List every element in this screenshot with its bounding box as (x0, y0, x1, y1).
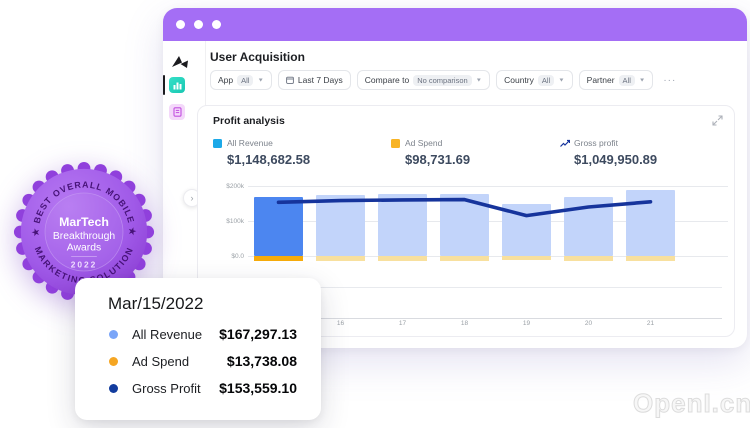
chevron-down-icon: ▼ (558, 77, 565, 83)
chart-tooltip: Mar/15/2022 All Revenue $167,297.13 Ad S… (75, 278, 321, 420)
date-range-label: Last 7 Days (297, 75, 343, 85)
gross-profit-line-icon (560, 139, 571, 148)
tooltip-value: $13,738.08 (226, 353, 297, 369)
gridline (248, 186, 728, 187)
x-tick-label: 19 (522, 320, 531, 327)
sidebar-item-dashboard[interactable] (163, 75, 185, 95)
tooltip-label: All Revenue (132, 326, 203, 342)
tooltip-date: Mar/15/2022 (108, 294, 204, 313)
partner-filter-label: Partner (586, 75, 615, 85)
watermark: OpenI.cn (632, 388, 750, 419)
metric-label: All Revenue (227, 138, 273, 148)
tooltip-value: $167,297.13 (219, 326, 297, 342)
page-title: User Acquisition (210, 50, 305, 64)
document-icon (172, 107, 182, 117)
badge-year: 2022 (71, 260, 98, 270)
ad-spend-bar[interactable] (440, 256, 489, 262)
date-range-filter[interactable]: Last 7 Days (277, 70, 351, 90)
ad-spend-swatch-icon (391, 138, 400, 148)
ad-spend-bar[interactable] (378, 256, 427, 262)
metric-value: $1,148,682.58 (227, 152, 311, 167)
more-filters-button[interactable]: ··· (663, 74, 677, 86)
badge-brand: MarTech (59, 215, 109, 229)
chevron-down-icon: ▼ (475, 77, 483, 83)
metric-value: $98,731.69 (405, 152, 471, 167)
bar-chart-icon (173, 82, 181, 89)
datazoom-slider[interactable] (212, 287, 722, 319)
all-revenue-swatch-icon (213, 138, 222, 148)
x-tick-label: 21 (646, 320, 655, 327)
browser-titlebar (163, 8, 747, 41)
x-tick-label: 16 (336, 320, 345, 327)
country-filter[interactable]: Country All ▼ (496, 70, 573, 90)
country-filter-value: All (537, 74, 555, 86)
y-tick-label: $0.0 (231, 253, 244, 260)
plot-area (248, 178, 728, 262)
tooltip-label: Ad Spend (132, 353, 190, 369)
ad-spend-bar[interactable] (254, 256, 303, 261)
chart-plot: $200k $100k $0.0 (198, 178, 736, 262)
sidebar-item-reports[interactable] (169, 104, 185, 120)
card-title: Profit analysis (213, 115, 285, 127)
metric-label: Gross profit (574, 138, 618, 148)
revenue-bar[interactable] (502, 204, 551, 261)
window-dot-icon (176, 20, 185, 29)
tooltip-value: $153,559.10 (219, 380, 297, 396)
ad-spend-dot-icon (109, 356, 118, 366)
all-revenue-dot-icon (109, 329, 118, 339)
partner-filter[interactable]: Partner All ▼ (578, 70, 654, 90)
compare-filter-value: No comparison (413, 74, 472, 86)
tooltip-label: Gross Profit (132, 380, 201, 396)
partner-filter-value: All (618, 74, 635, 86)
y-tick-label: $100k (226, 218, 244, 225)
chevron-down-icon: ▼ (257, 77, 264, 83)
filter-toolbar: App All ▼ Last 7 Days Compare to No comp… (210, 70, 680, 90)
revenue-bar[interactable] (316, 194, 365, 261)
tooltip-row: All Revenue $167,297.13 (99, 326, 297, 342)
window-dot-icon (194, 20, 203, 29)
badge-brand-line2: Breakthrough (53, 231, 115, 242)
metric-gross-profit: Gross profit $1,049,950.89 (560, 138, 657, 167)
gross-profit-dot-icon (109, 383, 118, 393)
metric-ad-spend: Ad Spend $98,731.69 (391, 138, 470, 167)
expand-icon[interactable] (712, 115, 723, 126)
metric-label: Ad Spend (405, 138, 443, 148)
app-filter-label: App (218, 75, 234, 85)
ad-spend-bar[interactable] (564, 256, 613, 261)
app-filter[interactable]: App All ▼ (210, 70, 272, 90)
app-filter-value: All (237, 74, 254, 86)
metric-all-revenue: All Revenue $1,148,682.58 (213, 138, 310, 167)
y-tick-label: $200k (226, 183, 244, 190)
chevron-down-icon: ▼ (638, 77, 646, 83)
calendar-icon (286, 76, 294, 84)
revenue-bar[interactable] (440, 194, 489, 262)
appsflyer-logo-icon (172, 56, 188, 68)
revenue-bar[interactable] (254, 197, 303, 261)
tooltip-row: Gross Profit $153,559.10 (99, 380, 297, 396)
revenue-bar[interactable] (564, 197, 613, 261)
window-dot-icon (212, 20, 221, 29)
x-tick-label: 20 (584, 320, 593, 327)
ad-spend-bar[interactable] (626, 256, 675, 262)
compare-filter[interactable]: Compare to No comparison ▼ (356, 70, 491, 90)
revenue-bar[interactable] (626, 190, 675, 262)
tooltip-row: Ad Spend $13,738.08 (99, 353, 297, 369)
x-tick-label: 17 (398, 320, 407, 327)
metric-value: $1,049,950.89 (574, 152, 658, 167)
compare-filter-label: Compare to (364, 75, 410, 85)
badge-brand-line3: Awards (67, 243, 101, 254)
revenue-bar[interactable] (378, 193, 427, 262)
country-filter-label: Country (504, 75, 534, 85)
ad-spend-bar[interactable] (316, 256, 365, 261)
x-tick-label: 18 (460, 320, 469, 327)
ad-spend-bar[interactable] (502, 256, 551, 261)
